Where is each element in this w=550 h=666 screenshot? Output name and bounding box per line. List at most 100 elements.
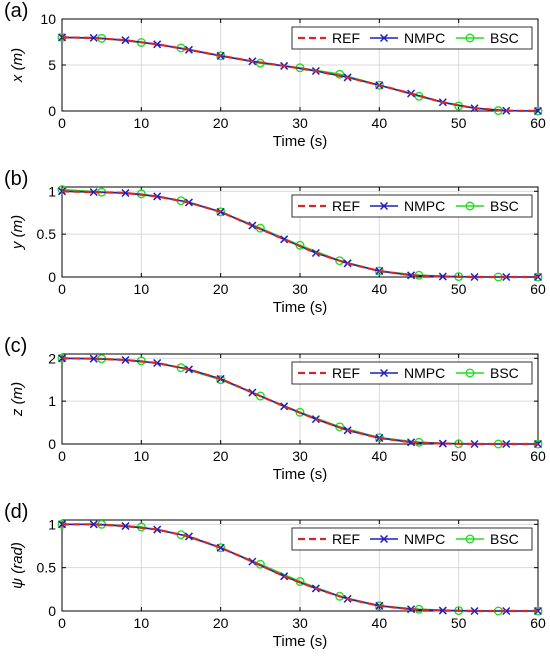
x-tick-label: 40 xyxy=(372,281,388,297)
legend-box xyxy=(291,361,533,385)
marker-nmpc xyxy=(502,606,511,616)
x-tick-label: 20 xyxy=(213,281,229,297)
marker-stroke xyxy=(248,221,257,230)
marker-stroke xyxy=(153,525,162,534)
x-tick-label: 0 xyxy=(58,615,66,631)
marker-stroke xyxy=(438,272,447,281)
legend-label: NMPC xyxy=(404,198,445,214)
legend-marker xyxy=(379,33,389,43)
x-tick-label: 40 xyxy=(372,615,388,631)
legend-marker xyxy=(465,368,475,378)
marker-bsc xyxy=(57,185,67,195)
y-tick-label: 5 xyxy=(48,57,56,73)
x-tick-label: 0 xyxy=(58,115,66,131)
y-tick-label: 0.5 xyxy=(37,226,57,242)
marker-stroke xyxy=(121,522,130,531)
x-tick-label: 0 xyxy=(58,281,66,297)
x-tick-label: 30 xyxy=(292,615,308,631)
y-tick-label: 0.5 xyxy=(37,560,57,576)
x-tick-label: 20 xyxy=(213,115,229,131)
legend-item-bsc: BSC xyxy=(456,30,519,46)
marker-stroke xyxy=(502,606,511,616)
x-tick-label: 40 xyxy=(372,448,388,464)
legend-label: NMPC xyxy=(404,30,445,46)
legend-item-nmpc: NMPC xyxy=(370,365,445,381)
legend: REF NMPC BSC xyxy=(291,527,533,551)
marker-stroke xyxy=(470,606,479,616)
y-tick-label: 0 xyxy=(48,603,56,619)
x-axis-label: Time (s) xyxy=(273,133,327,150)
legend-label: BSC xyxy=(490,198,519,214)
y-tick-label: 0 xyxy=(48,436,56,452)
legend-item-bsc: BSC xyxy=(456,365,519,381)
x-tick-label: 20 xyxy=(213,615,229,631)
legend-item-nmpc: NMPC xyxy=(370,531,445,547)
marker-stroke xyxy=(248,388,257,397)
chart-panel-a: 0 10 20 30 40 50 60 0 5 10 Time (s) x (m) (a) REF NMPC… xyxy=(4,0,546,150)
legend-marker xyxy=(465,534,475,544)
panel-label: (c) xyxy=(4,335,27,357)
marker-nmpc xyxy=(57,354,67,363)
x-axis-label: Time (s) xyxy=(273,299,327,316)
series-line-ref xyxy=(61,190,538,279)
marker-nmpc xyxy=(280,235,289,244)
marker-bsc xyxy=(335,256,345,266)
x-tick-label: 50 xyxy=(451,281,467,297)
marker-stroke xyxy=(280,402,289,411)
x-tick-label: 0 xyxy=(58,448,66,464)
marker-nmpc xyxy=(248,388,257,397)
marker-stroke xyxy=(470,439,479,449)
legend-label: REF xyxy=(332,531,360,547)
marker-nmpc xyxy=(438,439,447,448)
x-tick-label: 50 xyxy=(451,615,467,631)
marker-nmpc xyxy=(248,221,257,230)
marker-nmpc xyxy=(153,40,162,49)
marker-stroke xyxy=(280,235,289,244)
marker-stroke xyxy=(153,358,162,368)
marker-stroke xyxy=(89,520,98,529)
legend-label: BSC xyxy=(490,365,519,381)
x-tick-label: 50 xyxy=(451,448,467,464)
panel-label: (b) xyxy=(4,168,28,190)
legend-label: BSC xyxy=(490,30,519,46)
marker-stroke xyxy=(533,106,543,116)
legend-marker xyxy=(379,368,389,378)
marker-nmpc xyxy=(470,272,479,282)
marker-nmpc xyxy=(121,188,130,198)
marker-nmpc xyxy=(216,543,225,552)
marker-stroke xyxy=(407,605,416,614)
marker-nmpc xyxy=(438,272,447,281)
x-axis-label: Time (s) xyxy=(273,466,327,483)
marker-stroke xyxy=(121,36,130,45)
x-tick-label: 30 xyxy=(292,115,308,131)
marker-nmpc xyxy=(57,187,67,196)
legend-label: REF xyxy=(332,365,360,381)
y-tick-label: 0 xyxy=(48,269,56,285)
marker-nmpc xyxy=(407,271,416,280)
panel-label: (a) xyxy=(4,0,28,22)
panel-label: (d) xyxy=(4,501,28,523)
y-axis-label: x (m) xyxy=(9,48,26,83)
x-tick-label: 10 xyxy=(134,448,150,464)
marker-stroke xyxy=(248,557,257,566)
marker-stroke xyxy=(216,543,225,552)
legend-item-ref: REF xyxy=(298,198,360,214)
legend: REF NMPC BSC xyxy=(291,361,533,385)
marker-nmpc xyxy=(121,522,130,531)
chart-panel-c: 0 10 20 30 40 50 60 0 1 2 Time (s) z (m) (c) REF NMPC B… xyxy=(4,335,546,483)
marker-stroke xyxy=(89,33,98,42)
legend-marker xyxy=(379,534,389,544)
marker-nmpc xyxy=(89,520,98,529)
marker-nmpc xyxy=(280,402,289,411)
marker-nmpc xyxy=(248,557,257,566)
y-axis-label: y (m) xyxy=(9,215,26,250)
legend-label: BSC xyxy=(490,531,519,547)
marker-stroke xyxy=(407,438,416,447)
marker-nmpc xyxy=(407,438,416,447)
series-line-ref xyxy=(61,36,539,113)
y-tick-label: 2 xyxy=(48,350,56,366)
legend-label: REF xyxy=(332,30,360,46)
x-tick-label: 50 xyxy=(451,115,467,131)
legend-box xyxy=(291,26,533,50)
x-tick-label: 60 xyxy=(530,281,546,297)
